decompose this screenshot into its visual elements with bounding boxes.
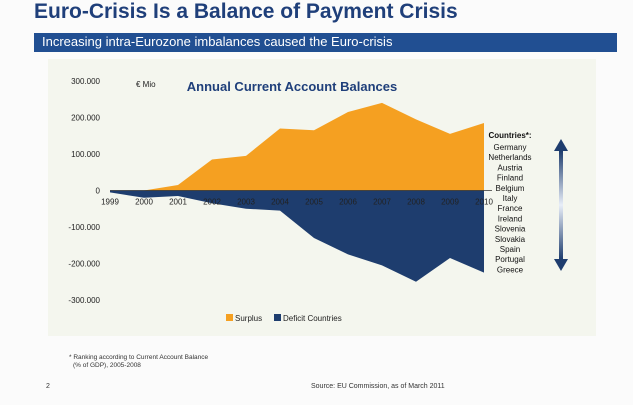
y-tick-label: 200.000 xyxy=(71,114,100,123)
chart-title: Annual Current Account Balances xyxy=(187,79,397,94)
country-item: Finland xyxy=(497,174,523,183)
y-tick-label: -100.000 xyxy=(68,223,100,232)
country-item: Slovenia xyxy=(495,225,526,234)
x-tick-label: 2000 xyxy=(135,198,153,207)
x-tick-label: 2006 xyxy=(339,198,357,207)
legend-label-deficit: Deficit Countries xyxy=(283,314,342,323)
x-tick-label: 2005 xyxy=(305,198,323,207)
x-tick-label: 2001 xyxy=(169,198,187,207)
y-tick-label: 300.000 xyxy=(71,77,100,86)
series-area-1 xyxy=(110,190,484,282)
x-tick-label: 2010 xyxy=(475,198,493,207)
country-item: Austria xyxy=(498,163,523,172)
y-tick-label: -300.000 xyxy=(68,296,100,305)
unit-label: € Mio xyxy=(136,80,156,89)
country-item: Spain xyxy=(500,245,520,254)
country-item: Portugal xyxy=(495,255,525,264)
legend-label-surplus: Surplus xyxy=(235,314,262,323)
x-tick-label: 1999 xyxy=(101,198,119,207)
country-item: Germany xyxy=(494,143,527,152)
country-item: Netherlands xyxy=(488,153,531,162)
footnote-line-2: (% of GDP), 2005-2008 xyxy=(73,362,141,369)
x-tick-label: 2002 xyxy=(203,198,221,207)
chart-panel: 300.000 200.000 100.000 0 -100.000 -200.000 -3… xyxy=(48,59,596,336)
legend-swatch-deficit xyxy=(274,314,281,321)
legend-swatch-surplus xyxy=(226,314,233,321)
footnote-line-1: * Ranking according to Current Account B… xyxy=(69,354,209,361)
slide-subtitle: Increasing intra-Eurozone imbalances cau… xyxy=(42,34,393,49)
country-item: Slovakia xyxy=(495,235,526,244)
x-tick-label: 2009 xyxy=(441,198,459,207)
subtitle-bar: Increasing intra-Eurozone imbalances cau… xyxy=(34,33,617,52)
y-tick-label: 100.000 xyxy=(71,150,100,159)
y-tick-label: 0 xyxy=(96,187,101,196)
x-tick-label: 2007 xyxy=(373,198,391,207)
x-tick-label: 2008 xyxy=(407,198,425,207)
series-area-0 xyxy=(110,102,484,191)
slide-title: Euro-Crisis Is a Balance of Payment Cris… xyxy=(34,0,458,23)
country-item: Greece xyxy=(497,265,524,274)
country-item: Belgium xyxy=(496,184,525,193)
legend: Surplus Deficit Countries xyxy=(226,314,342,323)
area-chart: 300.000 200.000 100.000 0 -100.000 -200.000 -3… xyxy=(68,77,568,323)
x-tick-label: 2003 xyxy=(237,198,255,207)
country-item: Italy xyxy=(503,194,518,203)
country-item: Ireland xyxy=(498,214,522,223)
source-note: Source: EU Commission, as of March 2011 xyxy=(311,383,445,390)
page-number: 2 xyxy=(46,383,50,390)
country-item: France xyxy=(498,204,523,213)
ranking-arrow-icon xyxy=(554,139,568,271)
footnote: * Ranking according to Current Account B… xyxy=(69,354,208,370)
countries-heading: Countries*: xyxy=(488,131,531,140)
y-tick-label: -200.000 xyxy=(68,260,100,269)
x-tick-label: 2004 xyxy=(271,198,289,207)
